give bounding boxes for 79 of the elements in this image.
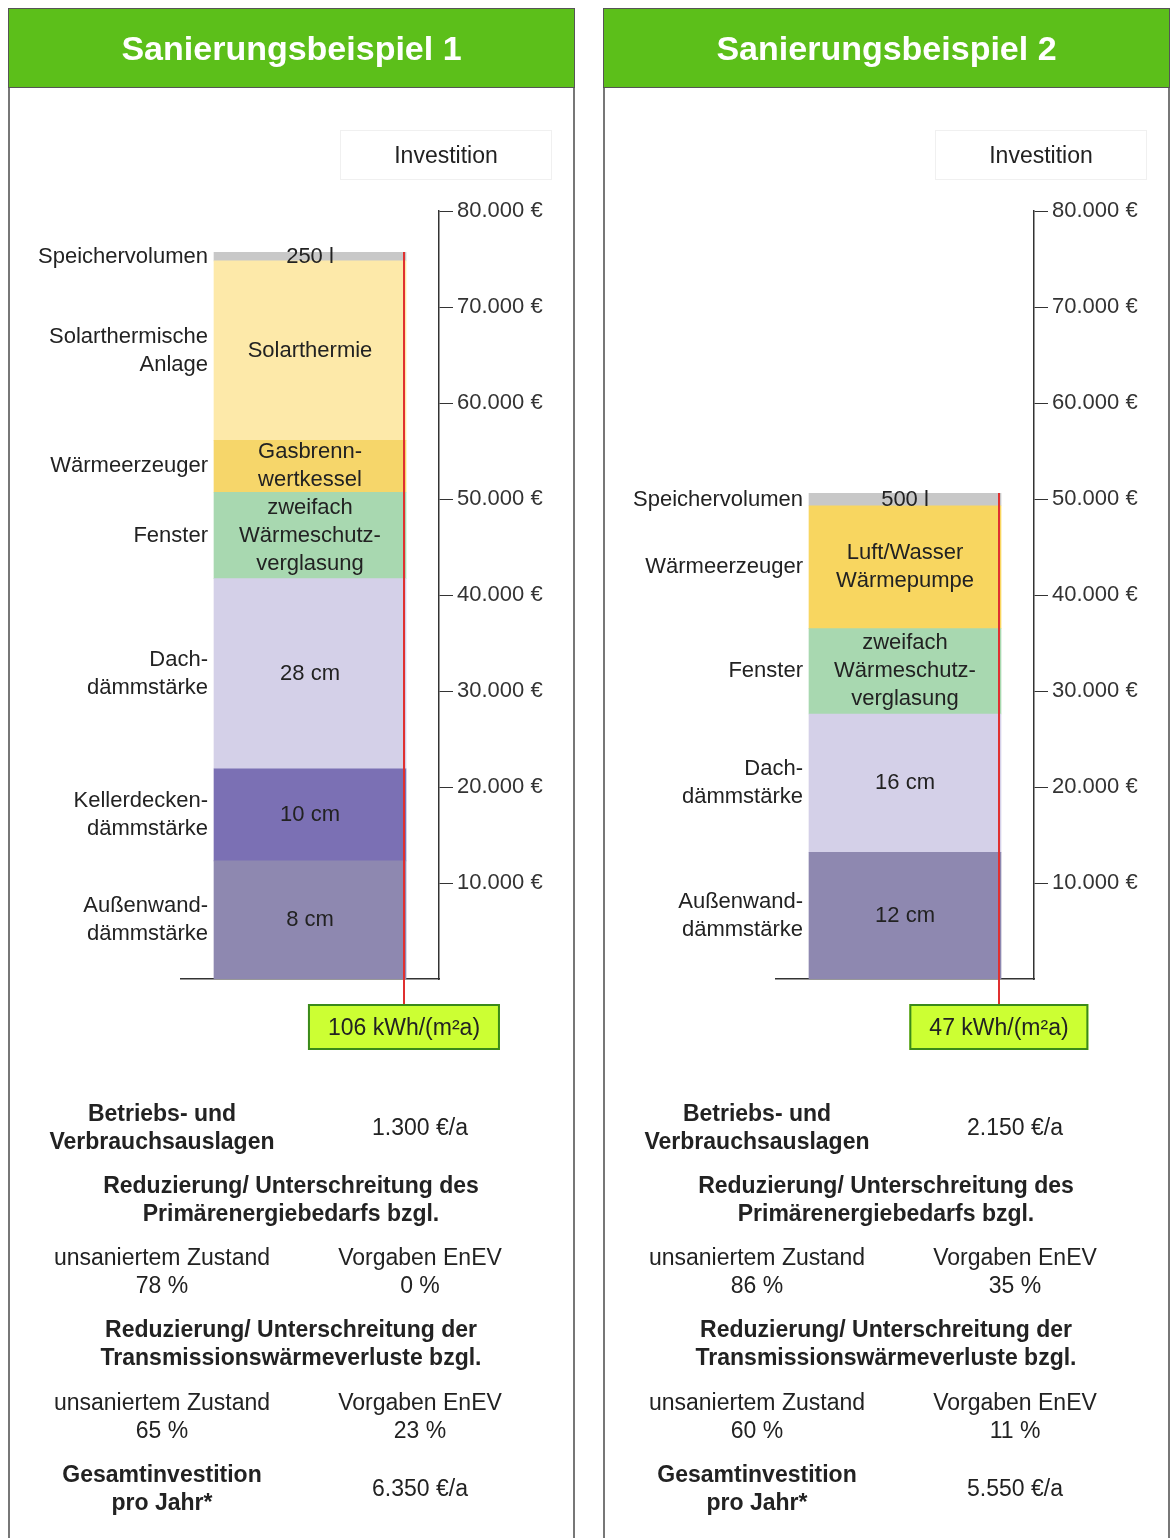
y-tick-label: 60.000 € bbox=[457, 389, 543, 415]
annotation: Solarthermie bbox=[247, 336, 373, 362]
y-tick-label: 20.000 € bbox=[457, 773, 543, 799]
text: Gesamtinvestition pro Jahr* bbox=[61, 1460, 263, 1516]
y-tick-label: 20.000 € bbox=[1052, 773, 1138, 799]
text: 86 % bbox=[729, 1271, 785, 1299]
text: 60 % bbox=[729, 1416, 785, 1444]
annotation: zweifach Wärmeschutz-verglasung bbox=[834, 629, 976, 711]
text: 1.300 €/a bbox=[371, 1113, 469, 1141]
text: Betriebs- und Verbrauchsauslagen bbox=[643, 1099, 871, 1155]
bar bbox=[808, 713, 1002, 853]
text: unsaniertem Zustand bbox=[52, 1243, 272, 1271]
annotation: 12 cm bbox=[875, 901, 935, 927]
text: 35 % bbox=[987, 1271, 1043, 1299]
y-tick-label: 50.000 € bbox=[1052, 485, 1138, 511]
annotation: 250 l bbox=[286, 242, 334, 268]
annotation: 10 cm bbox=[280, 800, 340, 826]
series-label: Fenster bbox=[133, 521, 208, 547]
text: Vorgaben EnEV bbox=[932, 1388, 1098, 1416]
y-tick-label: 50.000 € bbox=[457, 485, 543, 511]
text: 6.350 €/a bbox=[371, 1474, 469, 1502]
text: Betriebs- und Verbrauchsauslagen bbox=[48, 1099, 276, 1155]
y-tick-label: 30.000 € bbox=[1052, 677, 1138, 703]
y-tick-label: 80.000 € bbox=[457, 197, 543, 223]
bar bbox=[808, 851, 1002, 979]
text: Reduzierung/ Unterschreitung des Primärenergiebedarfs bzgl. bbox=[102, 1171, 480, 1227]
annotation: 8 cm bbox=[286, 906, 334, 932]
text: Vorgaben EnEV bbox=[337, 1243, 503, 1271]
text: 23 % bbox=[392, 1416, 448, 1444]
y-tick-label: 70.000 € bbox=[457, 293, 543, 319]
text: unsaniertem Zustand bbox=[647, 1243, 867, 1271]
text: Vorgaben EnEV bbox=[337, 1388, 503, 1416]
series-label: Kellerdecken-dämmstärke bbox=[73, 786, 208, 840]
series-label: Solarthermische Anlage bbox=[49, 322, 208, 376]
bar bbox=[213, 768, 407, 862]
series-label: Wärmeerzeuger bbox=[50, 452, 208, 478]
y-tick-label: 80.000 € bbox=[1052, 197, 1138, 223]
text: 5.550 €/a bbox=[966, 1474, 1064, 1502]
text: 65 % bbox=[134, 1416, 190, 1444]
series-label: Außenwand-dämmstärke bbox=[83, 892, 208, 946]
y-axis-title: Investition bbox=[340, 130, 552, 180]
series-label: Speichervolumen bbox=[38, 242, 208, 268]
text: Reduzierung/ Unterschreitung des Primärenergiebedarfs bzgl. bbox=[697, 1171, 1075, 1227]
y-axis-title: Investition bbox=[935, 130, 1147, 180]
text: 11 % bbox=[988, 1416, 1042, 1444]
y-tick-label: 10.000 € bbox=[1052, 869, 1138, 895]
y-tick-label: 40.000 € bbox=[1052, 581, 1138, 607]
text: Reduzierung/ Unterschreitung der Transmissionswärmeverluste bzgl. bbox=[99, 1315, 483, 1371]
annotation: zweifach Wärmeschutz-verglasung bbox=[239, 493, 381, 575]
series-label: Dach-dämmstärke bbox=[86, 645, 208, 699]
annotation: 28 cm bbox=[280, 659, 340, 685]
text: Reduzierung/ Unterschreitung der Transmissionswärmeverluste bzgl. bbox=[694, 1315, 1078, 1371]
text: Vorgaben EnEV bbox=[932, 1243, 1098, 1271]
y-tick-label: 40.000 € bbox=[457, 581, 543, 607]
y-tick-label: 10.000 € bbox=[457, 869, 543, 895]
chart-title: Sanierungsbeispiel 2 bbox=[603, 8, 1170, 88]
annotation: 16 cm bbox=[875, 769, 935, 795]
y-tick-label: 30.000 € bbox=[457, 677, 543, 703]
bar bbox=[213, 578, 407, 770]
text: 2.150 €/a bbox=[966, 1113, 1064, 1141]
series-label: Außenwand-dämmstärke bbox=[678, 887, 803, 941]
annotation: 500 l bbox=[881, 485, 929, 511]
bar bbox=[213, 860, 407, 979]
text: unsaniertem Zustand bbox=[647, 1388, 867, 1416]
bar bbox=[808, 505, 1002, 629]
series-label: Fenster bbox=[728, 657, 803, 683]
text: Gesamtinvestition pro Jahr* bbox=[656, 1460, 858, 1516]
y-tick-label: 60.000 € bbox=[1052, 389, 1138, 415]
text: 47 kWh/(m²a) bbox=[909, 1004, 1089, 1050]
series-label: Dach-dämmstärke bbox=[681, 755, 803, 809]
annotation: Luft/Wasser Wärmepumpe bbox=[835, 539, 975, 593]
text: 106 kWh/(m²a) bbox=[307, 1004, 501, 1050]
series-label: Wärmeerzeuger bbox=[645, 553, 803, 579]
chart-title: Sanierungsbeispiel 1 bbox=[8, 8, 575, 88]
text: 78 % bbox=[134, 1271, 190, 1299]
series-label: Speichervolumen bbox=[633, 485, 803, 511]
text: 0 % bbox=[399, 1271, 441, 1299]
y-tick-label: 70.000 € bbox=[1052, 293, 1138, 319]
text: unsaniertem Zustand bbox=[52, 1388, 272, 1416]
